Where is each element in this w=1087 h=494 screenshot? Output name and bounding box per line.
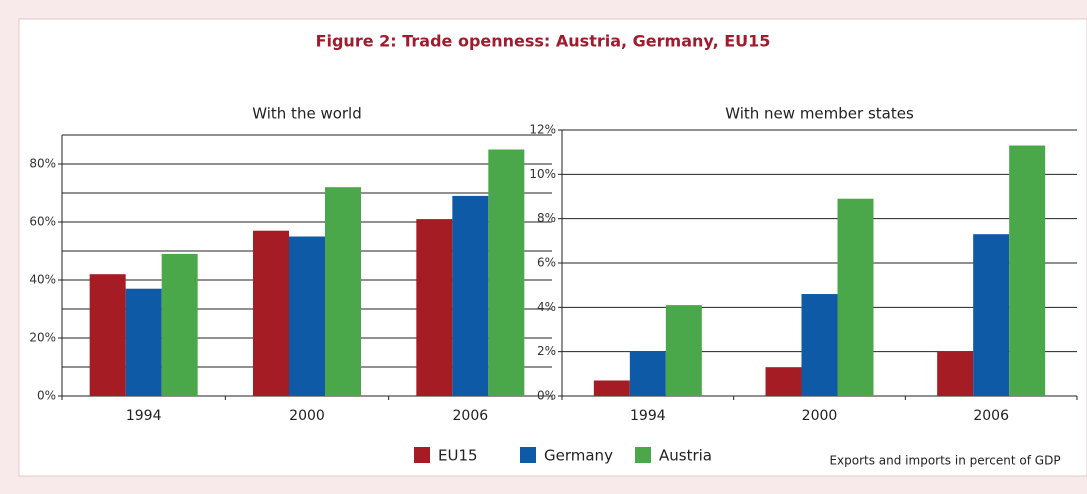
bar (488, 149, 525, 396)
legend-swatch (635, 447, 651, 463)
bar (325, 187, 361, 396)
y-tick-label: 40% (29, 273, 56, 287)
y-tick-label: 80% (29, 157, 56, 171)
legend-label: EU15 (438, 447, 478, 465)
x-tick-label: 2006 (453, 408, 489, 424)
chart-title: With the world (252, 105, 362, 123)
bar (801, 294, 838, 396)
y-tick-label: 10% (529, 167, 556, 181)
bar (1009, 145, 1046, 396)
bar (161, 253, 198, 396)
bar (125, 288, 162, 396)
bar (837, 198, 874, 396)
bar (629, 351, 666, 396)
y-tick-label: 0% (37, 389, 56, 403)
bar (89, 274, 126, 396)
chart-title: With new member states (725, 105, 914, 123)
x-tick-label: 2000 (289, 408, 325, 424)
x-tick-label: 1994 (126, 408, 162, 424)
y-tick-label: 12% (529, 123, 556, 137)
panel (18, 18, 1087, 477)
bar (289, 236, 325, 396)
bar (937, 351, 974, 396)
bar (593, 380, 630, 396)
bar (665, 305, 702, 396)
y-tick-label: 60% (29, 215, 56, 229)
y-tick-label: 6% (537, 256, 556, 270)
figure-title: Figure 2: Trade openness: Austria, Germa… (316, 32, 771, 51)
bar (416, 219, 453, 396)
legend-swatch (414, 447, 430, 463)
bar (253, 230, 289, 396)
y-tick-label: 2% (537, 344, 556, 358)
x-tick-label: 2006 (973, 408, 1009, 424)
legend-label: Austria (659, 447, 712, 465)
note: Exports and imports in percent of GDP (829, 454, 1060, 468)
y-tick-label: 20% (29, 331, 56, 345)
y-tick-label: 8% (537, 211, 556, 225)
y-tick-label: 4% (537, 300, 556, 314)
legend-label: Germany (544, 447, 613, 465)
y-tick-label: 0% (537, 389, 556, 403)
x-tick-label: 2000 (802, 408, 838, 424)
bar (452, 195, 489, 396)
legend-swatch (520, 447, 536, 463)
bar (973, 234, 1010, 396)
bar (765, 367, 802, 396)
x-tick-label: 1994 (630, 408, 666, 424)
